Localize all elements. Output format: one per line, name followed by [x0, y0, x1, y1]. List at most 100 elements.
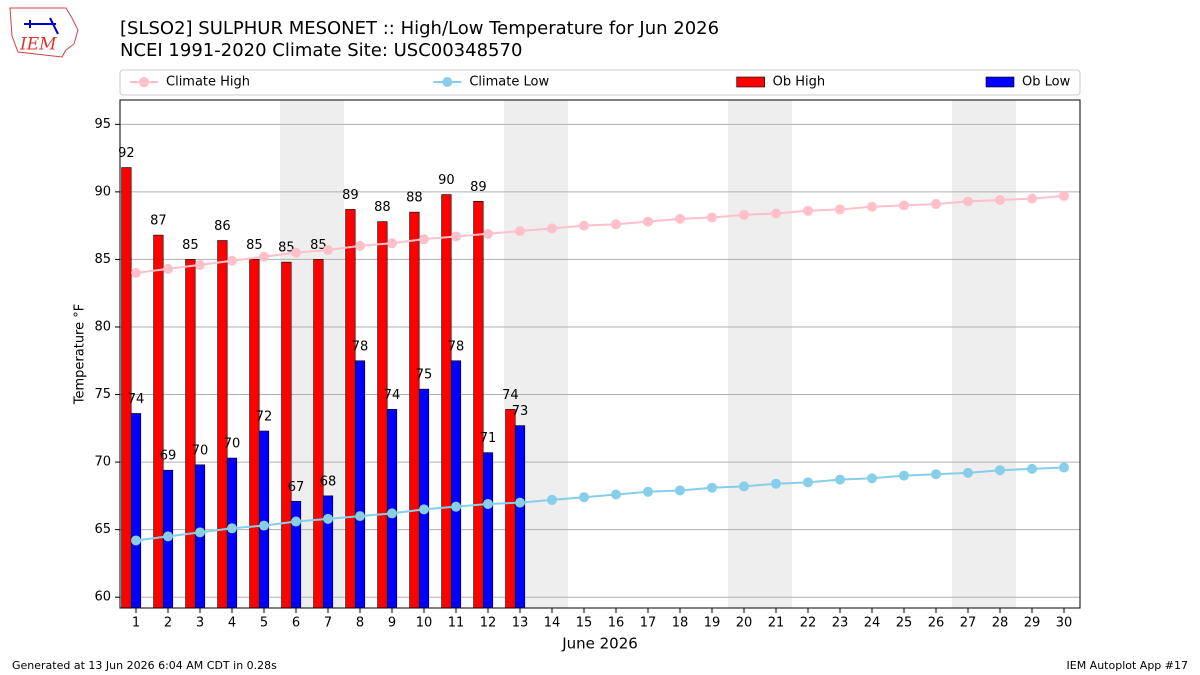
line-marker	[835, 474, 845, 485]
line-marker	[323, 513, 333, 524]
data-label: 71	[480, 431, 497, 446]
x-tick-label: 20	[736, 616, 753, 631]
footer-right: IEM Autoplot App #17	[1067, 659, 1189, 672]
data-label: 85	[310, 238, 327, 253]
data-label: 72	[256, 410, 273, 425]
data-label: 85	[246, 238, 263, 253]
data-label: 89	[470, 180, 487, 195]
line-marker	[739, 209, 749, 220]
bar	[153, 234, 164, 609]
line-marker	[483, 498, 493, 509]
data-label: 85	[182, 238, 199, 253]
bar	[185, 259, 196, 609]
x-tick-label: 21	[768, 616, 785, 631]
x-tick-label: 17	[640, 616, 657, 631]
line-marker	[835, 204, 845, 215]
y-tick-label: 70	[94, 455, 111, 470]
line	[135, 194, 1065, 274]
chart-title: [SLSO2] SULPHUR MESONET :: High/Low Temp…	[120, 18, 719, 39]
bar	[281, 261, 292, 609]
line-marker	[1027, 463, 1037, 474]
y-tick-label: 80	[94, 319, 111, 334]
data-label: 67	[288, 480, 305, 495]
line-marker	[771, 478, 781, 489]
line-marker	[195, 259, 205, 270]
y-tick-label: 65	[94, 522, 111, 537]
plot-frame	[119, 99, 1081, 609]
x-tick-label: 15	[576, 616, 593, 631]
line-marker	[259, 251, 269, 262]
legend-frame	[119, 69, 1081, 96]
line-marker	[803, 477, 813, 488]
x-tick-label: 27	[960, 616, 977, 631]
line-marker	[419, 504, 429, 515]
data-label: 88	[374, 200, 391, 215]
bar	[258, 430, 270, 609]
x-tick-label: 16	[608, 616, 625, 631]
bar	[450, 360, 462, 609]
line-marker	[387, 238, 397, 249]
bar	[121, 167, 132, 609]
line-marker	[163, 531, 173, 542]
line-marker	[259, 520, 269, 531]
line-marker	[195, 527, 205, 538]
line-marker	[931, 199, 941, 210]
x-tick-label: 26	[928, 616, 945, 631]
y-axis-label: Temperature °F	[73, 304, 88, 405]
data-label: 89	[342, 188, 359, 203]
x-axis-label: June 2026	[561, 635, 638, 653]
data-label: 68	[320, 474, 337, 489]
x-tick-label: 24	[864, 616, 881, 631]
x-tick-label: 5	[260, 616, 268, 631]
legend-marker	[139, 77, 149, 87]
weekend-shade	[728, 100, 792, 608]
line-marker	[739, 481, 749, 492]
x-tick-label: 25	[896, 616, 913, 631]
line-marker	[227, 523, 237, 534]
line-marker	[867, 473, 877, 484]
line-marker	[675, 485, 685, 496]
x-tick-label: 8	[356, 616, 364, 631]
legend-swatch	[985, 76, 1015, 88]
data-label: 85	[278, 241, 295, 256]
x-tick-label: 28	[992, 616, 1009, 631]
line-marker	[131, 267, 141, 278]
y-tick-label: 95	[94, 117, 111, 132]
line-marker	[131, 535, 141, 546]
line-marker	[451, 501, 461, 512]
line-marker	[451, 231, 461, 242]
line-marker	[387, 508, 397, 519]
line-marker	[355, 240, 365, 251]
line-marker	[1059, 462, 1069, 473]
bar	[322, 495, 334, 609]
data-label: 88	[406, 191, 423, 206]
x-tick-label: 29	[1024, 616, 1041, 631]
line-marker	[291, 247, 301, 258]
x-tick-label: 2	[164, 616, 172, 631]
y-tick-label: 85	[94, 252, 111, 267]
bar	[418, 388, 430, 609]
bar	[441, 194, 452, 609]
x-tick-label: 12	[480, 616, 497, 631]
data-label: 87	[150, 214, 167, 229]
line-marker	[995, 465, 1005, 476]
x-tick-label: 19	[704, 616, 721, 631]
y-tick-label: 90	[94, 184, 111, 199]
line-marker	[899, 200, 909, 211]
logo-text: IEM	[19, 35, 57, 55]
x-tick-label: 14	[544, 616, 561, 631]
line-marker	[995, 194, 1005, 205]
line-marker	[579, 220, 589, 231]
line-marker	[579, 492, 589, 503]
data-label: 70	[224, 437, 241, 452]
bar	[249, 259, 260, 609]
bar	[217, 240, 228, 609]
line-marker	[515, 226, 525, 237]
bar	[482, 452, 494, 609]
data-label: 74	[128, 392, 145, 407]
data-label: 92	[118, 146, 135, 161]
line-marker	[899, 470, 909, 481]
x-tick-label: 22	[800, 616, 817, 631]
line-marker	[547, 494, 557, 505]
legend-swatch	[736, 76, 765, 88]
